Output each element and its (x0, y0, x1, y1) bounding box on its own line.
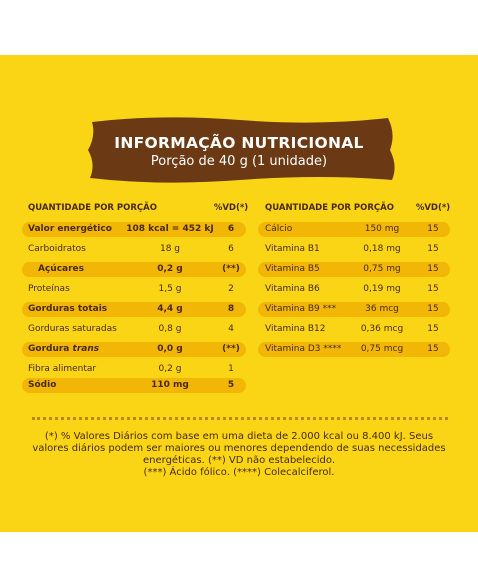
amount: 0,19 mg (363, 284, 401, 294)
nutrient-label: Vitamina B5 (265, 264, 320, 274)
nutrient-label: Vitamina B12 (265, 324, 326, 334)
footnote-line: (*) % Valores Diários com base em uma di… (44, 431, 434, 442)
amount: 150 mg (364, 224, 400, 234)
daily-value: 1 (228, 364, 234, 374)
column-header: %VD(*) (213, 203, 249, 213)
nutrient-label: Fibra alimentar (28, 364, 97, 374)
nutrient-label: Valor energético (28, 224, 112, 234)
daily-value: 15 (427, 324, 439, 334)
nutrient-label: Açúcares (38, 264, 85, 274)
amount: 0,0 g (157, 344, 183, 354)
nutrient-label: Vitamina D3 **** (265, 344, 342, 354)
daily-value: 5 (227, 380, 235, 390)
column-header: QUANTIDADE POR PORÇÃO (28, 203, 157, 213)
nutrient-label: Gordura trans (28, 342, 99, 356)
nutrient-label: Sódio (28, 380, 57, 390)
nutrient-label: Carboidratos (28, 244, 86, 254)
amount: 4,4 g (157, 304, 183, 314)
amount: 0,75 mg (363, 264, 401, 274)
nutrient-label-italic: trans (72, 344, 100, 354)
amount: 110 mg (151, 380, 189, 390)
divider (32, 417, 448, 420)
row-highlight (22, 341, 246, 357)
daily-value: 15 (427, 264, 439, 274)
nutrient-label: Cálcio (265, 224, 293, 234)
amount: 0,2 g (158, 364, 182, 374)
daily-value: 15 (427, 344, 439, 354)
row-highlight (258, 301, 450, 317)
banner (88, 117, 395, 183)
daily-value: 8 (227, 304, 235, 314)
amount: 0,8 g (158, 324, 182, 334)
daily-value: 2 (228, 284, 234, 294)
amount: 18 g (159, 244, 181, 254)
row-highlight (22, 301, 246, 317)
daily-value: 4 (228, 324, 234, 334)
nutrient-label: Gorduras saturadas (28, 324, 117, 334)
amount: 0,18 mg (363, 244, 401, 254)
footnote-line: valores diários podem ser maiores ou men… (32, 443, 446, 454)
row-highlight (22, 221, 246, 237)
row-highlight (258, 221, 450, 237)
amount: 36 mcg (365, 304, 399, 314)
amount: 0,36 mcg (360, 324, 404, 334)
amount: 0,75 mcg (360, 344, 404, 354)
daily-value: 6 (227, 224, 235, 234)
daily-value: 15 (427, 224, 439, 234)
nutrient-label: Proteínas (28, 284, 70, 294)
daily-value: 15 (427, 284, 439, 294)
daily-value: 15 (427, 244, 439, 254)
daily-value: 6 (228, 244, 234, 254)
title: INFORMAÇÃO NUTRICIONAL (114, 134, 364, 152)
daily-value: 15 (427, 304, 439, 314)
nutrient-label-text: Gordura (28, 344, 70, 354)
footnote-line: energéticas. (**) VD não estabelecido. (142, 455, 336, 466)
nutrient-label: Vitamina B9 *** (265, 304, 337, 314)
nutrient-label: Gorduras totais (28, 304, 108, 314)
amount: 0,2 g (157, 264, 183, 274)
subtitle: Porção de 40 g (1 unidade) (150, 154, 328, 169)
row-highlight (22, 261, 246, 277)
nutrient-label: Vitamina B1 (265, 244, 320, 254)
footnote-line: (***) Ácido fólico. (****) Colecalcifero… (143, 467, 335, 478)
nutrient-label: Vitamina B6 (265, 284, 320, 294)
daily-value: (**) (222, 264, 240, 274)
row-highlight (22, 377, 246, 393)
banner-shape (88, 117, 395, 183)
amount: 108 kcal = 452 kJ (126, 224, 214, 234)
column-header: %VD(*) (415, 203, 451, 213)
row-highlight (258, 341, 450, 357)
column-header: QUANTIDADE POR PORÇÃO (265, 203, 394, 213)
daily-value: (**) (222, 344, 240, 354)
amount: 1,5 g (158, 284, 182, 294)
row-highlight (258, 261, 450, 277)
